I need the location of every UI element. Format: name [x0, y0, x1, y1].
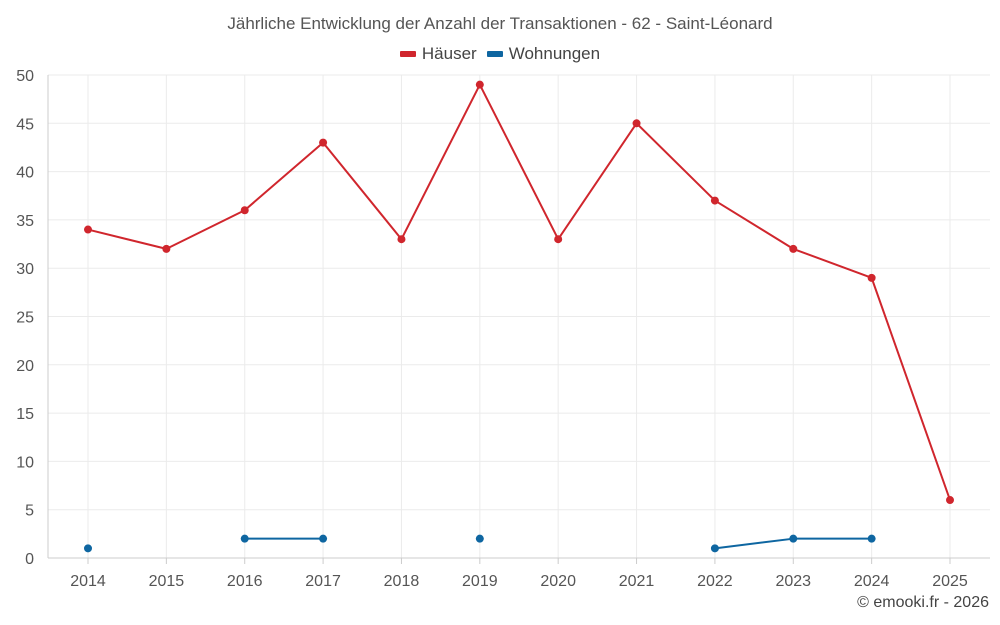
data-point-haeuser [475, 80, 484, 89]
x-axis-tick-labels: 2014 2015 2016 2017 2018 2019 2020 2021 2022 2023… [70, 573, 968, 590]
x-tick-label: 2020 [540, 573, 576, 590]
y-tick-label: 0 [25, 551, 34, 568]
y-tick-label: 25 [16, 310, 34, 327]
data-point-haeuser [632, 119, 641, 128]
x-tick-label: 2017 [305, 573, 341, 590]
legend-swatch-haeuser [399, 51, 416, 57]
x-tick-label: 2015 [149, 573, 185, 590]
data-point-haeuser [946, 496, 954, 505]
legend-swatch-wohnungen [486, 51, 503, 57]
data-point-haeuser [240, 206, 249, 215]
x-tick-label: 2018 [384, 573, 420, 590]
y-tick-label: 30 [16, 261, 34, 278]
data-point-wohnungen [240, 534, 249, 543]
grid-lines [48, 74, 990, 558]
series-points [84, 80, 954, 553]
data-point-haeuser [554, 235, 563, 244]
y-axis-tick-labels: 0 5 10 15 20 25 30 35 40 45 50 [16, 68, 34, 568]
y-tick-label: 35 [16, 213, 34, 230]
data-point-wohnungen [319, 534, 328, 543]
data-point-haeuser [867, 273, 876, 282]
y-tick-label: 5 [25, 503, 34, 520]
data-point-haeuser [84, 225, 92, 234]
y-tick-label: 45 [16, 116, 34, 133]
chart-legend: Häuser Wohnungen [0, 44, 1000, 64]
y-tick-label: 20 [16, 358, 34, 375]
data-point-wohnungen [867, 534, 876, 543]
y-tick-label: 10 [16, 454, 34, 471]
data-point-haeuser [397, 235, 406, 244]
x-tick-label: 2019 [462, 573, 498, 590]
x-tick-label: 2023 [775, 573, 811, 590]
legend-label-haeuser: Häuser [421, 44, 477, 63]
data-point-wohnungen [475, 534, 484, 543]
chart-title: Jährliche Entwicklung der Anzahl der Tra… [227, 14, 773, 33]
x-tick-label: 2014 [70, 573, 106, 590]
legend-label-wohnungen: Wohnungen [508, 44, 601, 63]
data-point-haeuser [319, 138, 328, 147]
data-point-haeuser [162, 244, 171, 253]
legend-item-haeuser[interactable]: Häuser [399, 44, 477, 64]
data-point-haeuser [789, 244, 798, 253]
data-point-wohnungen [710, 544, 719, 553]
data-point-haeuser [710, 196, 719, 205]
y-tick-label: 40 [16, 165, 34, 182]
axes [47, 75, 990, 564]
x-tick-label: 2025 [932, 573, 968, 590]
data-point-wohnungen [84, 544, 92, 553]
y-tick-label: 50 [16, 68, 34, 85]
y-tick-label: 15 [16, 406, 34, 423]
x-tick-label: 2016 [227, 573, 263, 590]
x-tick-label: 2024 [854, 573, 890, 590]
x-tick-label: 2021 [619, 573, 655, 590]
data-point-wohnungen [789, 534, 798, 543]
series-line-haeuser [87, 83, 951, 501]
x-tick-label: 2022 [697, 573, 733, 590]
legend-item-wohnungen[interactable]: Wohnungen [486, 44, 601, 64]
credit-text: © emooki.fr - 2026 [857, 594, 989, 611]
